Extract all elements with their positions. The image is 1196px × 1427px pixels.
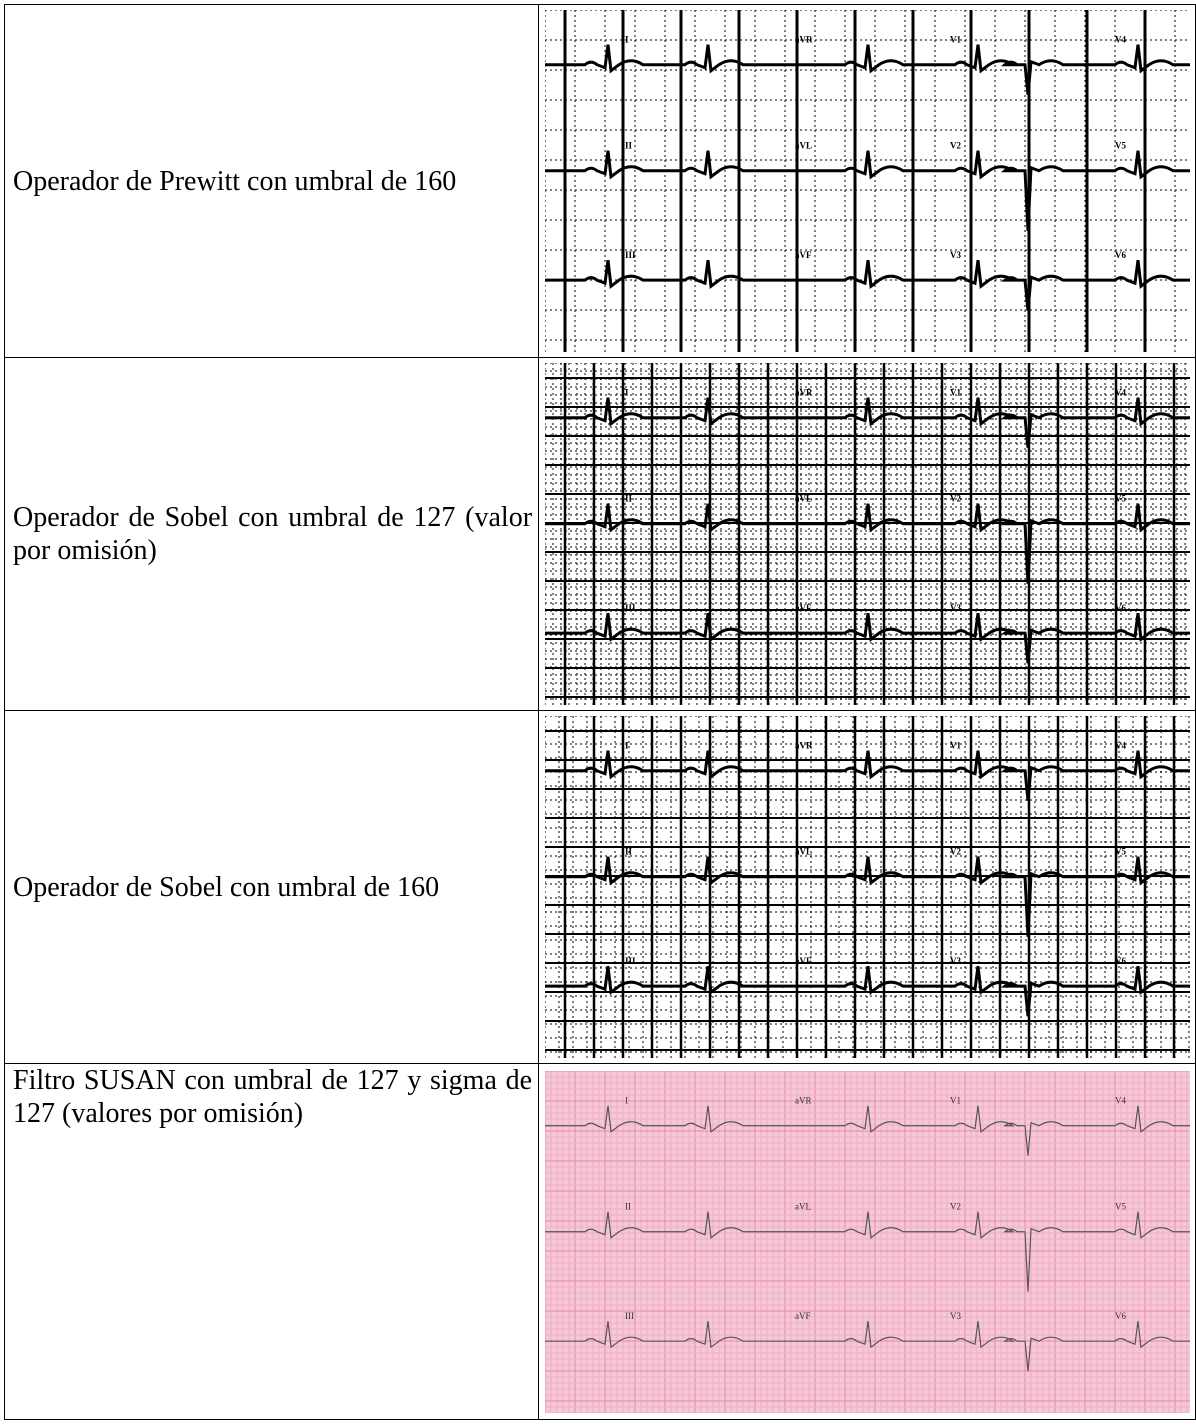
lead-label: V3: [950, 603, 961, 613]
lead-label: V1: [950, 1095, 961, 1105]
lead-label: aVR: [795, 35, 813, 45]
lead-label: I: [625, 388, 629, 398]
lead-label: II: [625, 1201, 631, 1211]
lead-label: V5: [1115, 141, 1126, 151]
lead-label: V2: [950, 847, 961, 857]
lead-label: V3: [950, 1311, 961, 1321]
row: Filtro SUSAN con umbral de 127 y sigma d…: [5, 1064, 1196, 1420]
lead-label: I: [625, 741, 629, 751]
lead-label: aVR: [795, 388, 813, 398]
lead-label: I: [625, 35, 629, 45]
lead-label: V4: [1115, 388, 1126, 398]
lead-label: V3: [950, 956, 961, 966]
lead-label: aVF: [795, 250, 812, 260]
lead-label: II: [625, 141, 633, 151]
lead-label: aVL: [795, 494, 812, 504]
lead-label: III: [625, 1311, 634, 1321]
image-background: [545, 363, 1190, 705]
lead-label: aVF: [795, 603, 812, 613]
lead-label: V6: [1115, 1311, 1126, 1321]
lead-label: II: [625, 494, 633, 504]
lead-label: III: [625, 603, 636, 613]
lead-label: aVF: [795, 956, 812, 966]
lead-label: aVL: [795, 141, 812, 151]
row-label: Operador de Sobel con umbral de 127 (val…: [5, 358, 539, 711]
lead-label: aVL: [795, 847, 812, 857]
lead-label: V5: [1115, 1201, 1126, 1211]
lead-label: V1: [950, 741, 961, 751]
lead-label: III: [625, 956, 636, 966]
lead-label: V6: [1115, 250, 1126, 260]
image-background: [545, 10, 1190, 352]
lead-label: V2: [950, 141, 961, 151]
lead-label: V4: [1115, 1095, 1126, 1105]
lead-label: V1: [950, 35, 961, 45]
lead-label: V2: [950, 494, 961, 504]
lead-label: aVR: [795, 1095, 812, 1105]
lead-label: V6: [1115, 603, 1126, 613]
lead-label: V5: [1115, 847, 1126, 857]
row-label: Operador de Sobel con umbral de 160: [5, 711, 539, 1064]
lead-label: V1: [950, 388, 961, 398]
lead-label: V6: [1115, 956, 1126, 966]
lead-label: V3: [950, 250, 961, 260]
lead-label: III: [625, 250, 636, 260]
page: Operador de Prewitt con umbral de 160 Ia…: [0, 0, 1196, 1427]
row-label: Filtro SUSAN con umbral de 127 y sigma d…: [5, 1064, 539, 1420]
lead-label: aVR: [795, 741, 813, 751]
image-background: [545, 1071, 1190, 1413]
row: Operador de Sobel con umbral de 127 (val…: [5, 358, 1196, 711]
lead-label: V5: [1115, 494, 1126, 504]
lead-label: I: [625, 1095, 628, 1105]
lead-label: V2: [950, 1201, 961, 1211]
lead-label: aVF: [795, 1311, 811, 1321]
lead-label: aVL: [795, 1201, 811, 1211]
lead-label: II: [625, 847, 633, 857]
row-label: Operador de Prewitt con umbral de 160: [5, 5, 539, 358]
lead-label: V4: [1115, 741, 1126, 751]
lead-label: V4: [1115, 35, 1126, 45]
